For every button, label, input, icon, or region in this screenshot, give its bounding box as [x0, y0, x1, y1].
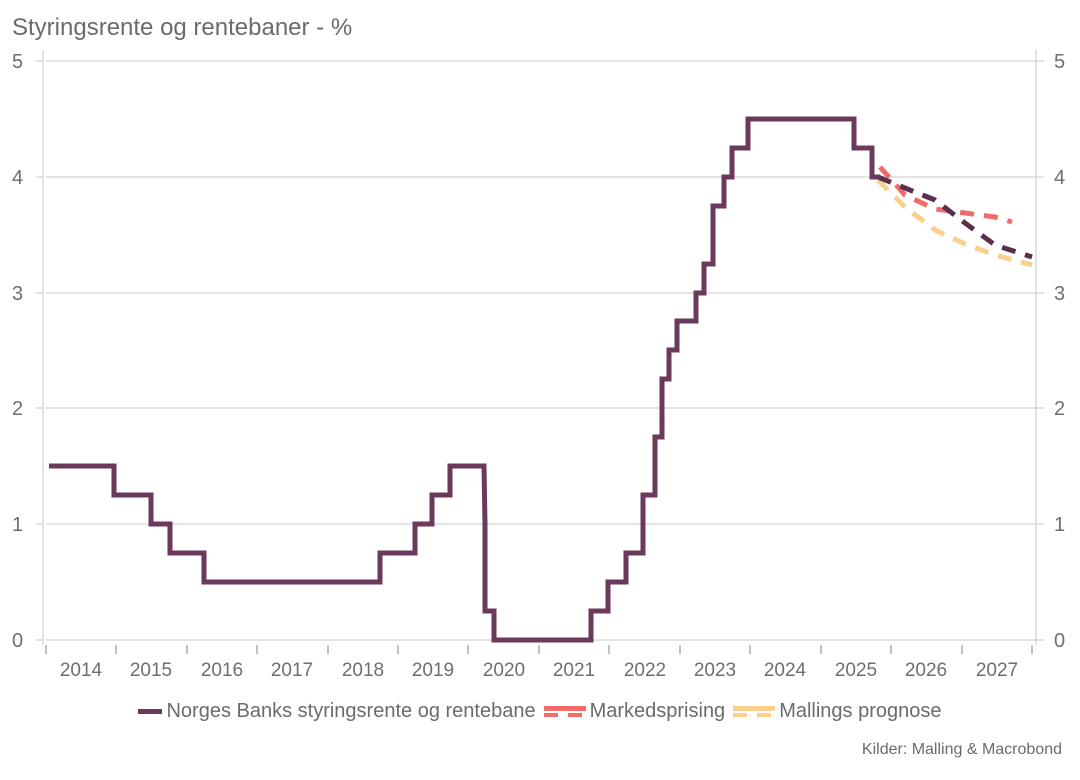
- svg-text:3: 3: [12, 283, 23, 305]
- legend-swatch-dashed-icon: [543, 706, 586, 717]
- svg-text:5: 5: [1054, 51, 1065, 73]
- legend-label: Mallings prognose: [779, 700, 942, 722]
- legend-item-norges-bank: Norges Banks styringsrente og rentebane: [138, 700, 536, 723]
- svg-text:2018: 2018: [342, 660, 384, 681]
- svg-text:5: 5: [12, 51, 23, 73]
- legend-item-markedsprising: Markedsprising: [543, 700, 726, 723]
- chart-title: Styringsrente og rentebaner - %: [12, 14, 353, 41]
- svg-text:2021: 2021: [553, 660, 595, 681]
- svg-text:1: 1: [1054, 514, 1065, 536]
- svg-text:2020: 2020: [483, 660, 525, 681]
- source-note: Kilder: Malling & Macrobond: [861, 741, 1062, 758]
- legend-label: Norges Banks styringsrente og rentebane: [166, 700, 536, 722]
- svg-text:0: 0: [12, 630, 23, 652]
- svg-text:3: 3: [1054, 283, 1065, 305]
- svg-text:2024: 2024: [764, 660, 807, 681]
- series-mallings-prognose: [876, 178, 1033, 268]
- svg-text:2016: 2016: [201, 660, 243, 681]
- chart-legend: Norges Banks styringsrente og rentebane …: [0, 700, 1080, 723]
- svg-text:1: 1: [12, 514, 23, 536]
- legend-swatch-solid-icon: [138, 709, 163, 714]
- y-axis-right-labels: 5 4 3 2 1 0: [1054, 51, 1065, 652]
- legend-swatch-dashed-icon: [733, 706, 776, 717]
- series-norges-bank-rentebane: [877, 174, 1033, 260]
- svg-text:0: 0: [1054, 630, 1065, 652]
- svg-text:4: 4: [1054, 167, 1065, 189]
- svg-text:2015: 2015: [130, 660, 172, 681]
- svg-text:2025: 2025: [835, 660, 877, 681]
- svg-text:2026: 2026: [905, 660, 947, 681]
- svg-text:4: 4: [12, 167, 23, 189]
- svg-text:2: 2: [12, 398, 23, 420]
- svg-text:2019: 2019: [412, 660, 454, 681]
- chart-canvas: 5 4 3 2 1 0 5 4 3 2 1 0 2014 2015 2016 2…: [12, 50, 1065, 681]
- axes: [36, 50, 1044, 645]
- svg-text:2027: 2027: [976, 660, 1018, 681]
- svg-text:2017: 2017: [271, 660, 313, 681]
- svg-text:2014: 2014: [60, 660, 103, 681]
- svg-text:2023: 2023: [694, 660, 736, 681]
- series-markedsprising: [878, 165, 1013, 225]
- legend-item-mallings-prognose: Mallings prognose: [733, 700, 942, 723]
- svg-text:2: 2: [1054, 398, 1065, 420]
- x-axis-labels: 2014 2015 2016 2017 2018 2019 2020 2021 …: [60, 660, 1018, 681]
- series-norges-bank-styringsrente: [49, 116, 880, 643]
- x-ticks: [45, 645, 1033, 654]
- legend-label: Markedsprising: [589, 700, 726, 722]
- y-axis-left-labels: 5 4 3 2 1 0: [12, 51, 23, 652]
- svg-text:2022: 2022: [624, 660, 666, 681]
